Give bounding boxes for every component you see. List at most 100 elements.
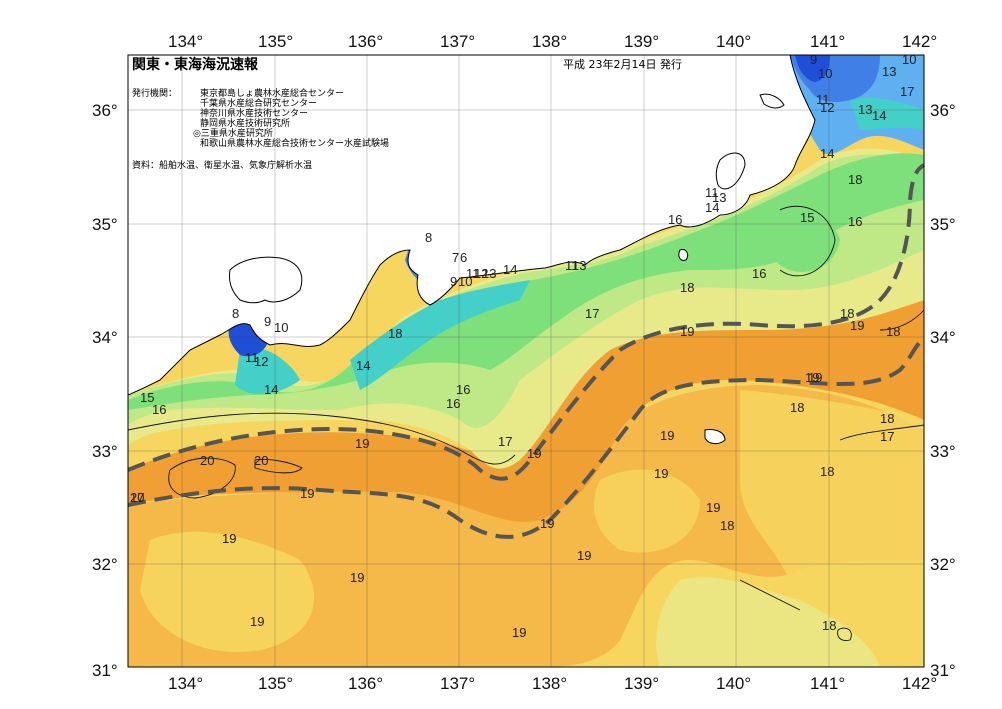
- temp-label: 15: [800, 210, 814, 225]
- lat-label-34-right: 34°: [930, 328, 956, 347]
- publisher-2: 千葉県水産総合研究センター: [200, 97, 317, 109]
- land: [127, 54, 816, 445]
- lon-label-136-bottom: 136°: [348, 674, 383, 693]
- lon-label-137-top: 137°: [440, 32, 475, 51]
- issue-date: 平成 23年2月14日 発行: [563, 57, 682, 71]
- temp-label: 9: [450, 274, 457, 289]
- temp-label: 8: [425, 230, 432, 245]
- lon-label-141-top: 141°: [810, 32, 845, 51]
- isotherms: [127, 205, 925, 641]
- temp-label: 19: [512, 625, 526, 640]
- publisher-6: 和歌山県農林水産総合技術センター水産試験場: [200, 137, 389, 149]
- temp-label: 14: [820, 146, 834, 161]
- bottom-longitude-labels: 134° 135° 136° 137° 138° 139° 140° 141° …: [168, 674, 937, 693]
- temp-label: 10: [274, 320, 288, 335]
- lon-label-139-bottom: 139°: [624, 674, 659, 693]
- temp-label: 19: [350, 570, 364, 585]
- temp-label: 19: [300, 486, 314, 501]
- temp-label: 17: [130, 490, 144, 505]
- temp-label: 18: [848, 172, 862, 187]
- temp-label: 17: [585, 306, 599, 321]
- temperature-labels: 9 10 13 10 17 11 12 13 14 14 18 11 13 14…: [130, 52, 916, 640]
- temp-label: 12: [474, 266, 488, 281]
- temp-label: 17: [900, 84, 914, 99]
- data-source: 資料：船舶水温、衛星水温、気象庁解析水温: [132, 159, 312, 171]
- temp-label: 20: [130, 490, 144, 505]
- temp-label: 15: [140, 390, 154, 405]
- lat-label-33-left: 33°: [92, 442, 118, 461]
- left-latitude-labels: 36° 35° 34° 33° 32° 31°: [92, 101, 118, 680]
- lat-label-35-left: 35°: [92, 215, 118, 234]
- lon-label-134-bottom: 134°: [168, 674, 203, 693]
- publisher-1: 東京都島しょ農林水産総合センター: [200, 87, 344, 99]
- temp-label: 18: [720, 518, 734, 533]
- temp-label: 10: [902, 52, 916, 67]
- lon-label-138-bottom: 138°: [532, 674, 567, 693]
- lat-label-32-right: 32°: [930, 555, 956, 574]
- top-longitude-labels: 134° 135° 136° 137° 138° 139° 140° 141° …: [168, 32, 937, 51]
- temp-label: 19: [680, 324, 694, 339]
- temp-label: 14: [705, 200, 719, 215]
- temp-label: 11: [565, 258, 579, 273]
- lat-label-34-left: 34°: [92, 328, 118, 347]
- temp-label: 13: [858, 102, 872, 117]
- lat-label-31-right: 31°: [930, 661, 956, 680]
- temp-label: 19: [250, 614, 264, 629]
- lon-label-141-bottom: 141°: [810, 674, 845, 693]
- temp-label: 19: [527, 446, 541, 461]
- temp-label: 19: [540, 516, 554, 531]
- lon-label-136-top: 136°: [348, 32, 383, 51]
- lat-label-32-left: 32°: [92, 555, 118, 574]
- temp-label: 18: [822, 618, 836, 633]
- temp-label: 14: [503, 262, 517, 277]
- lat-label-36-right: 36°: [930, 101, 956, 120]
- temp-label: 19: [355, 436, 369, 451]
- temp-label: 13: [882, 64, 896, 79]
- temp-label: 18: [880, 411, 894, 426]
- temp-label: 12: [254, 354, 268, 369]
- temp-label: 13: [482, 266, 496, 281]
- right-latitude-labels: 36° 35° 34° 33° 32° 31°: [930, 101, 956, 680]
- temp-label: 16: [152, 402, 166, 417]
- temp-label: 14: [356, 358, 370, 373]
- temp-label: 14: [264, 382, 278, 397]
- temp-label: 11: [466, 266, 480, 281]
- lat-label-36-left: 36°: [92, 101, 118, 120]
- temp-label: 13: [572, 258, 586, 273]
- temp-label: 16: [752, 266, 766, 281]
- lon-label-135-bottom: 135°: [258, 674, 293, 693]
- temp-label: 16: [446, 396, 460, 411]
- lon-label-137-bottom: 137°: [440, 674, 475, 693]
- lon-label-140-top: 140°: [716, 32, 751, 51]
- map-border: [127, 54, 925, 668]
- temp-label: 14: [872, 108, 886, 123]
- lat-label-31-left: 31°: [92, 661, 118, 680]
- kuroshio-boundary: [127, 163, 926, 539]
- lat-label-35-right: 35°: [930, 215, 956, 234]
- temp-label: 19: [577, 548, 591, 563]
- publisher-3: 神奈川県水産技術センター: [200, 107, 308, 119]
- temp-label: 11: [705, 185, 719, 200]
- temp-label: 18: [388, 326, 402, 341]
- temp-label: 11: [816, 92, 830, 107]
- temp-label: 7: [452, 250, 459, 265]
- temp-label: 19: [808, 370, 822, 385]
- temp-label: 19: [660, 428, 674, 443]
- publisher-4: 静岡県水産技術研究所: [200, 117, 290, 129]
- temp-label: 13: [712, 190, 726, 205]
- temp-label: 16: [848, 214, 862, 229]
- lat-label-33-right: 33°: [930, 442, 956, 461]
- publisher-label: 発行機関：: [132, 87, 177, 99]
- temp-label: 17: [498, 434, 512, 449]
- temp-label: 18: [886, 324, 900, 339]
- lon-label-140-bottom: 140°: [716, 674, 751, 693]
- temp-label: 10: [458, 274, 472, 289]
- temp-label: 20: [254, 453, 268, 468]
- temp-label: 19: [222, 531, 236, 546]
- temp-label: 19: [654, 466, 668, 481]
- temp-label: 9: [264, 314, 271, 329]
- temp-label: 12: [820, 100, 834, 115]
- temp-label: 18: [790, 400, 804, 415]
- temp-label: 6: [460, 250, 467, 265]
